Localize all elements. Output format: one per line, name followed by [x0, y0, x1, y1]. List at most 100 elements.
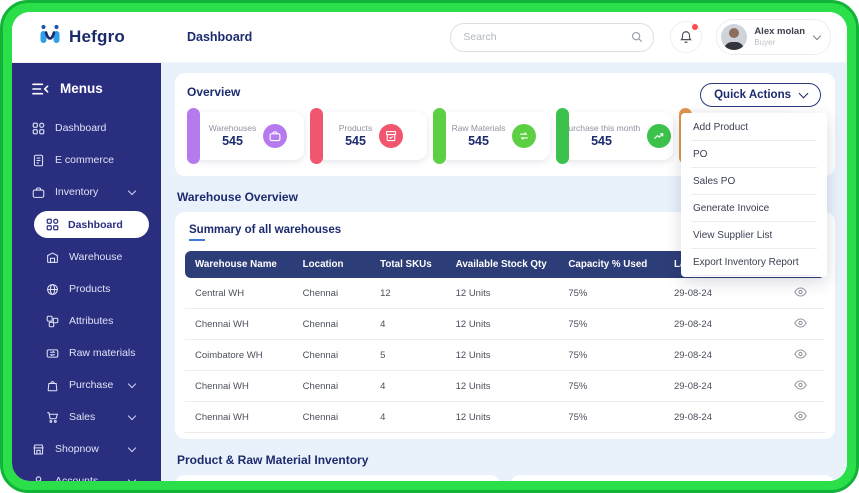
sidebar-item-shopnow[interactable]: Shopnow — [12, 433, 161, 465]
user-icon — [32, 475, 45, 481]
sidebar-subitem-warehouse[interactable]: Warehouse — [12, 241, 161, 273]
sidebar-subitem-products[interactable]: Products — [12, 273, 161, 305]
menu-item-export-inventory-report[interactable]: Export Inventory Report — [691, 249, 817, 276]
archive-check-icon — [379, 124, 404, 148]
briefcase-icon — [32, 186, 45, 199]
search-icon — [631, 31, 643, 43]
stat-value: 545 — [222, 133, 243, 148]
sidebar-subitem-dashboard-active[interactable]: Dashboard — [34, 211, 149, 238]
briefcase-icon — [263, 124, 288, 148]
stat-card-warehouses: Warehouses 545 — [187, 108, 304, 164]
sidebar-item-label: Inventory — [55, 186, 99, 198]
menu-item-add-product[interactable]: Add Product — [691, 114, 817, 141]
stat-value: 545 — [345, 133, 366, 148]
materials-icon — [46, 347, 59, 360]
view-eye-icon[interactable] — [794, 286, 807, 300]
notifications-button[interactable] — [670, 21, 703, 53]
bell-icon — [679, 30, 693, 44]
view-eye-icon[interactable] — [794, 317, 807, 331]
chevron-down-icon — [127, 411, 137, 421]
sidebar-item-label: Dashboard — [55, 122, 107, 134]
notification-dot — [692, 24, 699, 30]
avatar — [721, 24, 748, 50]
cell-total-skus: 4 — [370, 370, 446, 402]
sidebar-subitem-label: Raw materials — [69, 347, 136, 359]
view-eye-icon[interactable] — [794, 348, 807, 362]
menu-item-generate-invoice[interactable]: Generate Invoice — [691, 195, 817, 222]
globe-icon — [46, 283, 59, 296]
menu-item-view-supplier-list[interactable]: View Supplier List — [691, 222, 817, 249]
cell-location: Chennai — [292, 401, 371, 433]
cell-location: Chennai — [292, 308, 371, 340]
sidebar-item-label: E commerce — [55, 154, 114, 166]
menu-item-sales-po[interactable]: Sales PO — [691, 168, 817, 195]
sidebar-subitem-label: Warehouse — [69, 251, 123, 263]
view-eye-icon[interactable] — [794, 410, 807, 424]
sidebar: Menus Dashboard E commerce — [12, 63, 161, 481]
warehouse-table: Warehouse Name Location Total SKUs Avail… — [185, 251, 825, 433]
cell-warehouse-name: Chennai WH — [185, 370, 293, 402]
chevron-down-icon — [127, 186, 137, 196]
chevron-down-icon — [812, 31, 822, 41]
sidebar-item-ecommerce[interactable]: E commerce — [12, 144, 161, 176]
products-in-stock-card: Products in stock — [175, 475, 500, 481]
sidebar-subitem-attributes[interactable]: Attributes — [12, 305, 161, 337]
chevron-down-icon — [127, 379, 137, 389]
cell-capacity-used: 75% — [558, 308, 664, 340]
sidebar-subitem-label: Products — [69, 283, 111, 295]
chevron-down-icon — [127, 443, 137, 453]
search-box[interactable] — [450, 22, 655, 52]
cell-total-skus: 4 — [370, 308, 446, 340]
cell-warehouse-name: Chennai WH — [185, 401, 293, 433]
user-menu[interactable]: Alex molan Buyer — [716, 19, 831, 55]
stat-label: Purchase this month — [562, 122, 641, 133]
cell-total-skus: 5 — [370, 339, 446, 371]
cell-available-stock: 12 Units — [445, 339, 559, 371]
summary-card-title: Summary of all warehouses — [189, 224, 342, 236]
cell-available-stock: 12 Units — [445, 370, 559, 402]
stat-label: Raw Materials — [451, 122, 506, 133]
sidebar-subitem-raw-materials[interactable]: Raw materials — [12, 337, 161, 369]
app-window: Hefgro Dashboard Alex molan — [12, 12, 847, 481]
cell-available-stock: 12 Units — [445, 308, 559, 340]
sidebar-item-label: Shopnow — [55, 443, 99, 455]
quick-actions-label: Quick Actions — [714, 89, 791, 101]
collapse-menu-icon[interactable] — [32, 82, 49, 96]
title-accent-underline — [189, 239, 205, 241]
sidebar-item-label: Accounts — [55, 475, 99, 481]
search-input[interactable] — [461, 30, 626, 44]
view-eye-icon[interactable] — [794, 379, 807, 393]
trend-up-icon — [647, 124, 672, 148]
cell-last-updated: 29-08-24 — [663, 308, 765, 340]
table-row: Central WH Chennai 12 12 Units 75% 29-08… — [185, 278, 825, 309]
stat-card-raw-materials: Raw Materials 545 — [433, 108, 550, 164]
menu-item-po[interactable]: PO — [691, 141, 817, 168]
sidebar-subitem-label: Dashboard — [68, 218, 123, 231]
col-available-stock: Available Stock Qty — [445, 251, 559, 278]
grid-icon — [32, 122, 45, 135]
quick-actions-button[interactable]: Quick Actions — [700, 83, 821, 107]
sidebar-item-dashboard[interactable]: Dashboard — [12, 112, 161, 144]
overview-title: Overview — [187, 85, 241, 99]
topbar: Hefgro Dashboard Alex molan — [12, 12, 847, 63]
attributes-icon — [46, 315, 59, 328]
stat-card-products: Products 545 — [310, 108, 427, 164]
stat-accent-bar — [187, 108, 200, 164]
cell-last-updated: 29-08-24 — [663, 278, 765, 309]
cell-capacity-used: 75% — [558, 401, 664, 433]
cell-last-updated: 29-08-24 — [663, 401, 765, 433]
inventory-cards-row: Products in stock Raw material stock — [175, 475, 835, 481]
table-row: Coimbatore WH Chennai 5 12 Units 75% 29-… — [185, 339, 825, 371]
cell-total-skus: 4 — [370, 401, 446, 433]
sidebar-item-inventory[interactable]: Inventory — [12, 176, 161, 208]
sidebar-subitem-sales[interactable]: Sales — [12, 401, 161, 433]
cart-icon — [46, 411, 59, 424]
sidebar-subitem-label: Attributes — [69, 315, 114, 327]
sidebar-menus-header[interactable]: Menus — [12, 77, 161, 112]
sidebar-item-accounts[interactable]: Accounts — [12, 465, 161, 481]
grid-icon — [46, 218, 59, 231]
sidebar-subitem-purchase[interactable]: Purchase — [12, 369, 161, 401]
cell-warehouse-name: Central WH — [185, 278, 293, 309]
sidebar-subitem-label: Sales — [69, 411, 96, 423]
